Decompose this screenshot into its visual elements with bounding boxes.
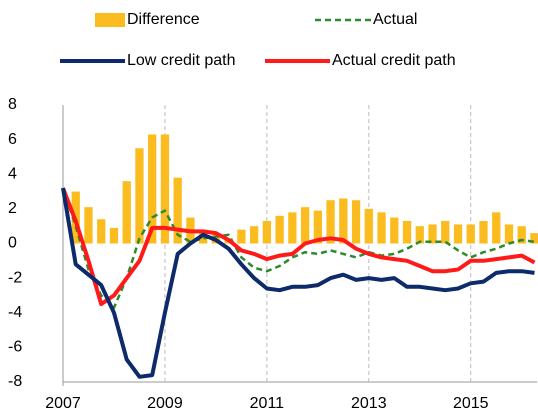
bar: [339, 198, 348, 244]
y-tick-label: -4: [8, 304, 22, 321]
y-tick-label: 8: [8, 96, 17, 113]
bar: [288, 212, 297, 244]
line: [61, 187, 535, 379]
legend-swatch: [95, 13, 125, 27]
bar: [262, 220, 272, 244]
bar: [300, 207, 310, 244]
bar: [109, 227, 119, 244]
bar: [530, 233, 538, 244]
bar: [504, 224, 514, 244]
bar: [351, 200, 361, 244]
bar: [415, 226, 424, 244]
bar: [160, 134, 170, 244]
bar: [441, 220, 450, 244]
bar: [135, 148, 144, 244]
y-tick-label: 4: [8, 165, 17, 182]
legend-label: Low credit path: [127, 52, 236, 69]
bar: [275, 215, 284, 244]
bar: [428, 224, 437, 244]
bar: [84, 207, 93, 244]
line: [61, 187, 536, 307]
bar: [517, 226, 526, 244]
bar: [479, 220, 488, 244]
bar: [148, 134, 157, 244]
bar: [313, 210, 322, 244]
bar: [173, 177, 182, 244]
legend-label: Actual: [373, 11, 417, 28]
y-tick-label: 2: [8, 200, 17, 217]
x-tick-label: 2011: [250, 395, 285, 412]
bar: [402, 220, 412, 244]
y-tick-label: 6: [8, 131, 17, 148]
y-tick-label: -8: [8, 373, 22, 390]
bar: [466, 224, 475, 244]
legend-label: Actual credit path: [332, 52, 456, 69]
bar: [326, 200, 335, 244]
bar: [390, 217, 399, 244]
x-tick-label: 2015: [453, 395, 489, 412]
bar: [492, 212, 501, 244]
bar: [199, 231, 208, 244]
bar: [453, 224, 463, 244]
y-tick-label: -2: [8, 269, 22, 286]
bar: [237, 229, 246, 244]
bar: [377, 212, 386, 244]
legend-label: Difference: [127, 11, 200, 28]
line: [61, 187, 535, 309]
y-tick-label: 0: [8, 235, 17, 252]
bar: [122, 181, 131, 244]
x-tick-label: 2013: [351, 395, 387, 412]
x-tick-label: 2007: [45, 395, 81, 412]
bar: [97, 219, 106, 244]
bar: [249, 226, 259, 244]
bar: [364, 208, 373, 244]
x-tick-label: 2009: [147, 395, 183, 412]
y-tick-label: -6: [8, 339, 22, 356]
